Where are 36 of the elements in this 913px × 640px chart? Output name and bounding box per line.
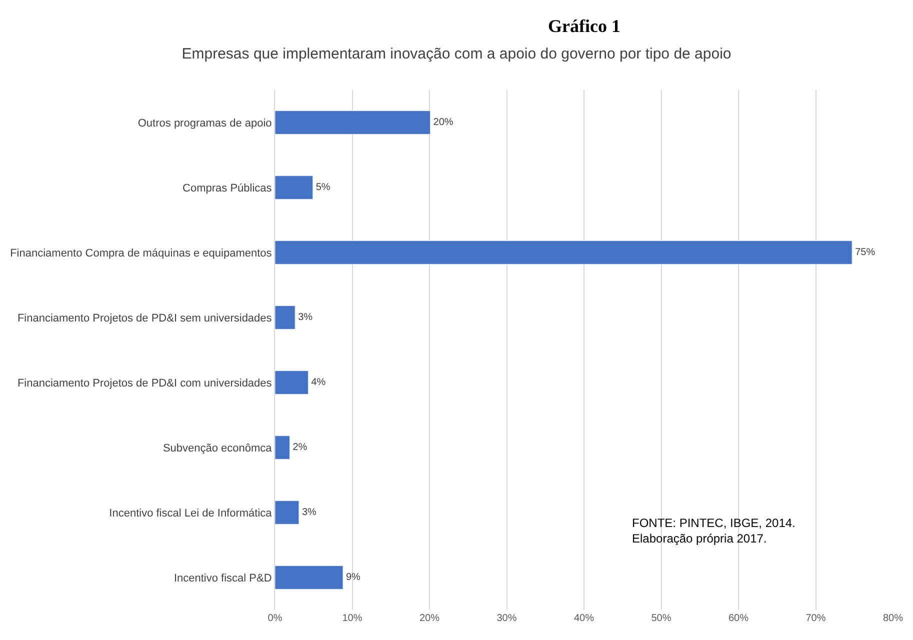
bar	[275, 566, 344, 590]
x-tick-label: 30%	[496, 613, 517, 624]
y-tick-label: Compras Públicas	[182, 182, 272, 194]
x-tick-label: 70%	[806, 613, 826, 624]
bar	[275, 306, 296, 330]
bar	[275, 500, 300, 524]
annotation: FONTE: PINTEC, IBGE, 2014. Elaboração própria 2017.	[632, 516, 796, 546]
x-tick-label: 40%	[574, 613, 594, 624]
data-label: 75%	[855, 247, 876, 258]
y-tick-label: Subvenção econômca	[162, 442, 273, 454]
x-tick-label: 0%	[268, 613, 282, 624]
x-tick-label: 80%	[882, 613, 904, 624]
text: Gráfico 1	[548, 16, 620, 36]
y-tick-label: Financiamento Projetos de PD&I sem universidades	[17, 312, 272, 324]
data-label: 9%	[346, 572, 361, 583]
data-label: 5%	[316, 182, 330, 193]
x-tick-label: 10%	[342, 613, 362, 624]
x-tick-label: 50%	[651, 613, 672, 624]
data-label: 2%	[292, 442, 308, 453]
bar	[275, 240, 852, 264]
data-label: 3%	[302, 507, 317, 518]
x-tick-label: 20%	[419, 613, 440, 624]
y-tick-label: Financiamento Compra de máquinas e equipamentos	[10, 247, 272, 260]
data-label: 3%	[298, 312, 313, 323]
y-tick-label: Financiamento Projetos de PD&I com universidades	[17, 377, 272, 390]
chart-title: Empresas que implementaram inovação com a apoio do governo por tipo de apoio	[182, 46, 732, 62]
bar	[275, 176, 314, 200]
y-tick-label: Incentivo fiscal P&D	[174, 572, 272, 584]
y-tick-label: Incentivo fiscal Lei de Informática	[109, 507, 273, 520]
bar	[275, 436, 290, 460]
bar	[275, 370, 308, 394]
y-tick-label: Outros programas de apoio	[138, 117, 272, 130]
bar	[275, 110, 431, 134]
data-label: 20%	[433, 117, 454, 128]
data-label: 4%	[311, 377, 326, 388]
x-tick-label: 60%	[728, 613, 749, 624]
